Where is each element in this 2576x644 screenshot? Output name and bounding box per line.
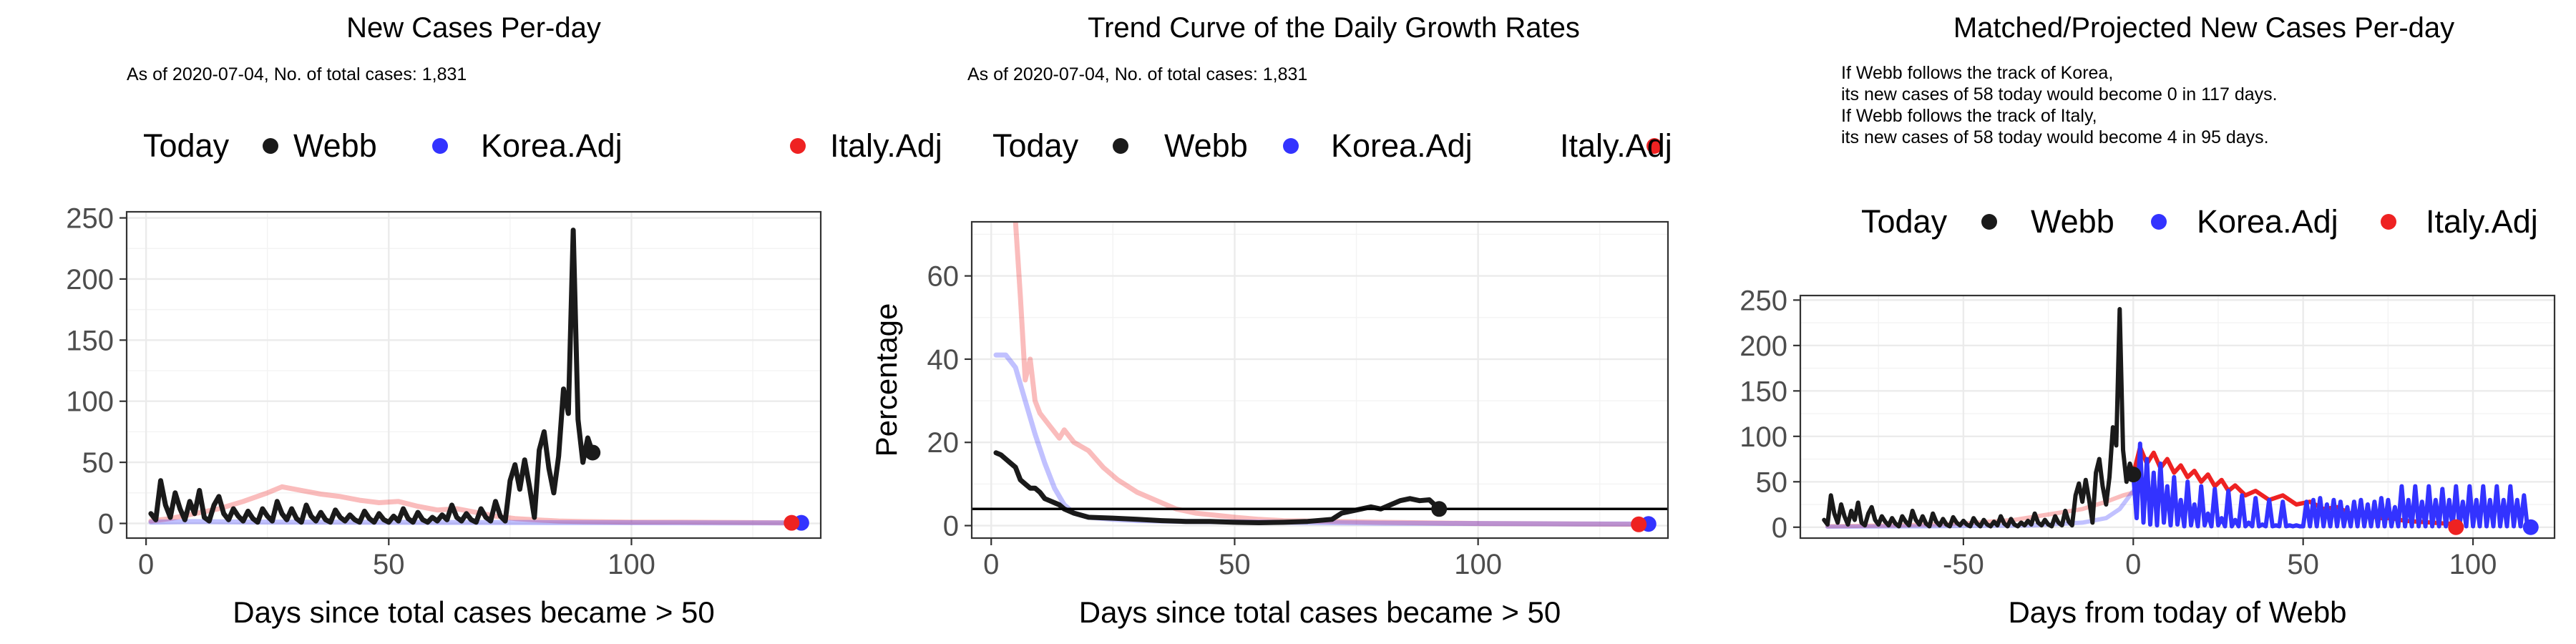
today-point-webb — [585, 444, 601, 461]
x-axis-label: Days since total cases became > 50 — [233, 595, 715, 629]
plot-area — [1822, 307, 2533, 530]
x-tick-label: 100 — [608, 549, 655, 580]
legend-marker-webb — [1113, 138, 1128, 154]
chart-subtitle-line: As of 2020-07-04, No. of total cases: 1,… — [127, 64, 467, 84]
today-point-webb — [1431, 501, 1448, 517]
legend-title: Today — [1861, 203, 1948, 240]
x-tick-label: 100 — [2449, 549, 2497, 580]
legend-marker-korea-adj — [2151, 214, 2167, 230]
y-tick-label: 0 — [1772, 512, 1787, 544]
legend-label-webb: Webb — [1164, 127, 1248, 164]
series-line-webb — [1822, 307, 2136, 529]
legend-label-korea-adj: Korea.Adj — [1331, 127, 1473, 164]
y-axis-label: Percentage — [869, 303, 903, 457]
panel-projected-new-cases: Matched/Projected New Cases Per-day If We… — [1740, 12, 2556, 629]
legend: Today Webb Korea.Adj Italy.Adj — [143, 127, 942, 164]
y-tick-label: 250 — [66, 203, 114, 235]
x-tick-label: 50 — [2287, 549, 2319, 580]
legend-marker-italy-adj — [2381, 214, 2396, 230]
chart-title: Trend Curve of the Daily Growth Rates — [1088, 12, 1580, 44]
panel-border — [1799, 294, 2556, 540]
legend-label-korea-adj: Korea.Adj — [481, 127, 623, 164]
legend-marker-korea-adj — [432, 138, 448, 154]
grid — [972, 222, 1668, 538]
legend-marker-italy-adj — [1646, 138, 1662, 154]
panel-growth-rates: Trend Curve of the Daily Growth Rates As … — [869, 12, 1672, 629]
legend-marker-korea-adj — [1283, 138, 1299, 154]
y-tick-label: 40 — [927, 344, 960, 376]
y-tick-label: 60 — [927, 261, 960, 293]
plot-area — [148, 228, 804, 526]
y-tick-label: 250 — [1740, 285, 1787, 316]
x-axis-label: Days since total cases became > 50 — [1079, 595, 1561, 629]
grid — [127, 212, 821, 538]
y-tick-label: 100 — [1740, 421, 1787, 453]
chart-subtitle-line: As of 2020-07-04, No. of total cases: 1,… — [967, 64, 1307, 84]
legend-marker-webb — [1981, 214, 1997, 230]
legend-title: Today — [992, 127, 1079, 164]
today-point-italy-adj — [2448, 519, 2464, 535]
chart-title: New Cases Per-day — [346, 12, 601, 44]
panel-border — [125, 210, 822, 540]
x-tick-label: 50 — [1219, 549, 1251, 580]
x-tick-label: -50 — [1943, 549, 1984, 580]
y-tick-label: 50 — [1756, 467, 1788, 498]
today-point-webb — [2125, 467, 2142, 483]
chart-title: Matched/Projected New Cases Per-day — [1953, 12, 2454, 44]
y-tick-label: 150 — [66, 325, 114, 356]
chart-subtitle-line: its new cases of 58 today would become 0… — [1841, 84, 2278, 104]
legend-label-italy-adj: Italy.Adj — [1560, 127, 1672, 164]
legend: Today Webb Korea.Adj Italy.Adj — [992, 127, 1672, 164]
y-tick-label: 150 — [1740, 376, 1787, 407]
legend-marker-italy-adj — [790, 138, 806, 154]
legend-label-webb: Webb — [293, 127, 377, 164]
legend-label-korea-adj: Korea.Adj — [2197, 203, 2338, 240]
y-tick-label: 0 — [98, 509, 114, 540]
x-tick-label: 50 — [373, 549, 405, 580]
legend-label-webb: Webb — [2031, 203, 2114, 240]
series-line-italy-adj-faded — [148, 484, 794, 526]
y-tick-label: 20 — [927, 427, 960, 459]
legend-title: Today — [143, 127, 230, 164]
today-point-korea-adj — [2522, 519, 2539, 535]
y-tick-label: 100 — [66, 386, 114, 418]
legend: Today Webb Korea.Adj Italy.Adj — [1861, 203, 2538, 240]
legend-label-italy-adj: Italy.Adj — [830, 127, 942, 164]
chart-subtitle-line: If Webb follows the track of Italy, — [1841, 106, 2097, 126]
plot-area — [972, 222, 1668, 527]
x-axis-label: Days from today of Webb — [2008, 595, 2346, 629]
x-tick-label: 0 — [983, 549, 999, 580]
y-tick-label: 200 — [1740, 331, 1787, 362]
x-tick-label: 0 — [138, 549, 154, 580]
today-point-italy-adj — [1631, 516, 1647, 532]
x-tick-label: 100 — [1454, 549, 1502, 580]
y-tick-label: 50 — [82, 447, 114, 479]
panel-border — [970, 220, 1669, 540]
chart-subtitle-line: If Webb follows the track of Korea, — [1841, 63, 2113, 83]
series-line-webb — [148, 228, 595, 525]
y-tick-label: 200 — [66, 264, 114, 296]
y-tick-label: 0 — [943, 511, 959, 542]
series-line-korea-adj — [2131, 441, 2533, 530]
grid — [1800, 296, 2555, 538]
panel-new-cases-per-day: New Cases Per-day As of 2020-07-04, No. o… — [66, 12, 942, 629]
x-tick-label: 0 — [2125, 549, 2141, 580]
today-point-italy-adj — [784, 514, 800, 531]
legend-marker-webb — [263, 138, 278, 154]
legend-label-italy-adj: Italy.Adj — [2426, 203, 2538, 240]
chart-subtitle-line: its new cases of 58 today would become 4… — [1841, 127, 2269, 147]
